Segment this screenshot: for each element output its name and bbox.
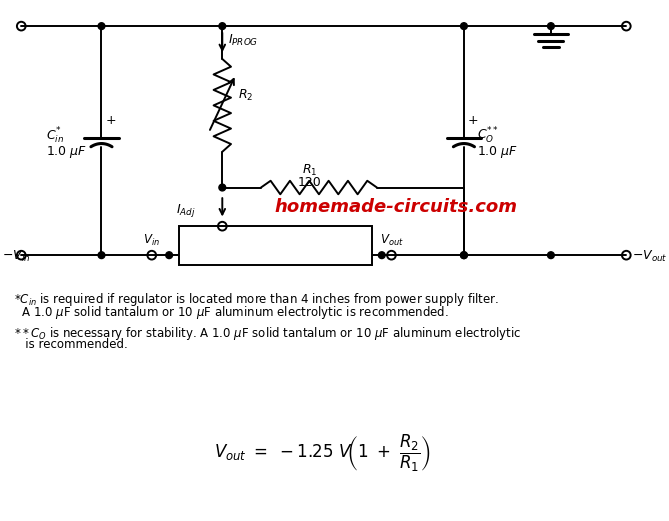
Text: $**C_O$ is necessary for stability. A 1.0 $\mu$F solid tantalum or 10 $\mu$F alu: $**C_O$ is necessary for stability. A 1.… xyxy=(13,325,521,342)
Text: +: + xyxy=(105,114,116,127)
Text: $V_{out}\ =\ -1.25\ V\!\left(1\ +\ \dfrac{R_2}{R_1}\right)$: $V_{out}\ =\ -1.25\ V\!\left(1\ +\ \dfra… xyxy=(214,433,432,474)
Text: $-V_{out}$: $-V_{out}$ xyxy=(632,249,668,264)
Circle shape xyxy=(166,252,173,258)
Circle shape xyxy=(219,23,225,30)
Text: is recommended.: is recommended. xyxy=(13,338,127,351)
Text: homemade-circuits.com: homemade-circuits.com xyxy=(275,198,518,216)
Circle shape xyxy=(547,23,555,30)
Circle shape xyxy=(98,252,105,258)
Circle shape xyxy=(460,23,468,30)
Bar xyxy=(179,226,372,265)
Circle shape xyxy=(379,252,385,258)
Text: $1.0\ \mu F$: $1.0\ \mu F$ xyxy=(46,144,88,160)
Circle shape xyxy=(98,23,105,30)
Text: $C_O^{**}$: $C_O^{**}$ xyxy=(478,126,499,146)
Text: +: + xyxy=(468,114,478,127)
Circle shape xyxy=(460,252,468,258)
Text: $I_{Adj}$: $I_{Adj}$ xyxy=(176,202,195,219)
Text: A 1.0 $\mu$F solid tantalum or 10 $\mu$F aluminum electrolytic is recommended.: A 1.0 $\mu$F solid tantalum or 10 $\mu$F… xyxy=(13,304,448,321)
Text: $1.0\ \mu F$: $1.0\ \mu F$ xyxy=(478,144,518,160)
Text: $*C_{in}$ is required if regulator is located more than 4 inches from power supp: $*C_{in}$ is required if regulator is lo… xyxy=(13,291,498,308)
Circle shape xyxy=(460,252,468,258)
Text: $V_{in}$: $V_{in}$ xyxy=(143,233,161,248)
Circle shape xyxy=(547,252,555,258)
Text: $R_2$: $R_2$ xyxy=(237,88,253,103)
Text: $C_{in}^{*}$: $C_{in}^{*}$ xyxy=(46,126,64,146)
Text: $-V_{in}$: $-V_{in}$ xyxy=(2,249,30,264)
Text: $R_1$: $R_1$ xyxy=(302,163,317,178)
Text: 120: 120 xyxy=(298,176,321,189)
Circle shape xyxy=(219,184,225,191)
Text: LM337: LM337 xyxy=(247,238,304,253)
Text: $I_{PROG}$: $I_{PROG}$ xyxy=(228,33,258,48)
Text: $V_{out}$: $V_{out}$ xyxy=(379,233,403,248)
